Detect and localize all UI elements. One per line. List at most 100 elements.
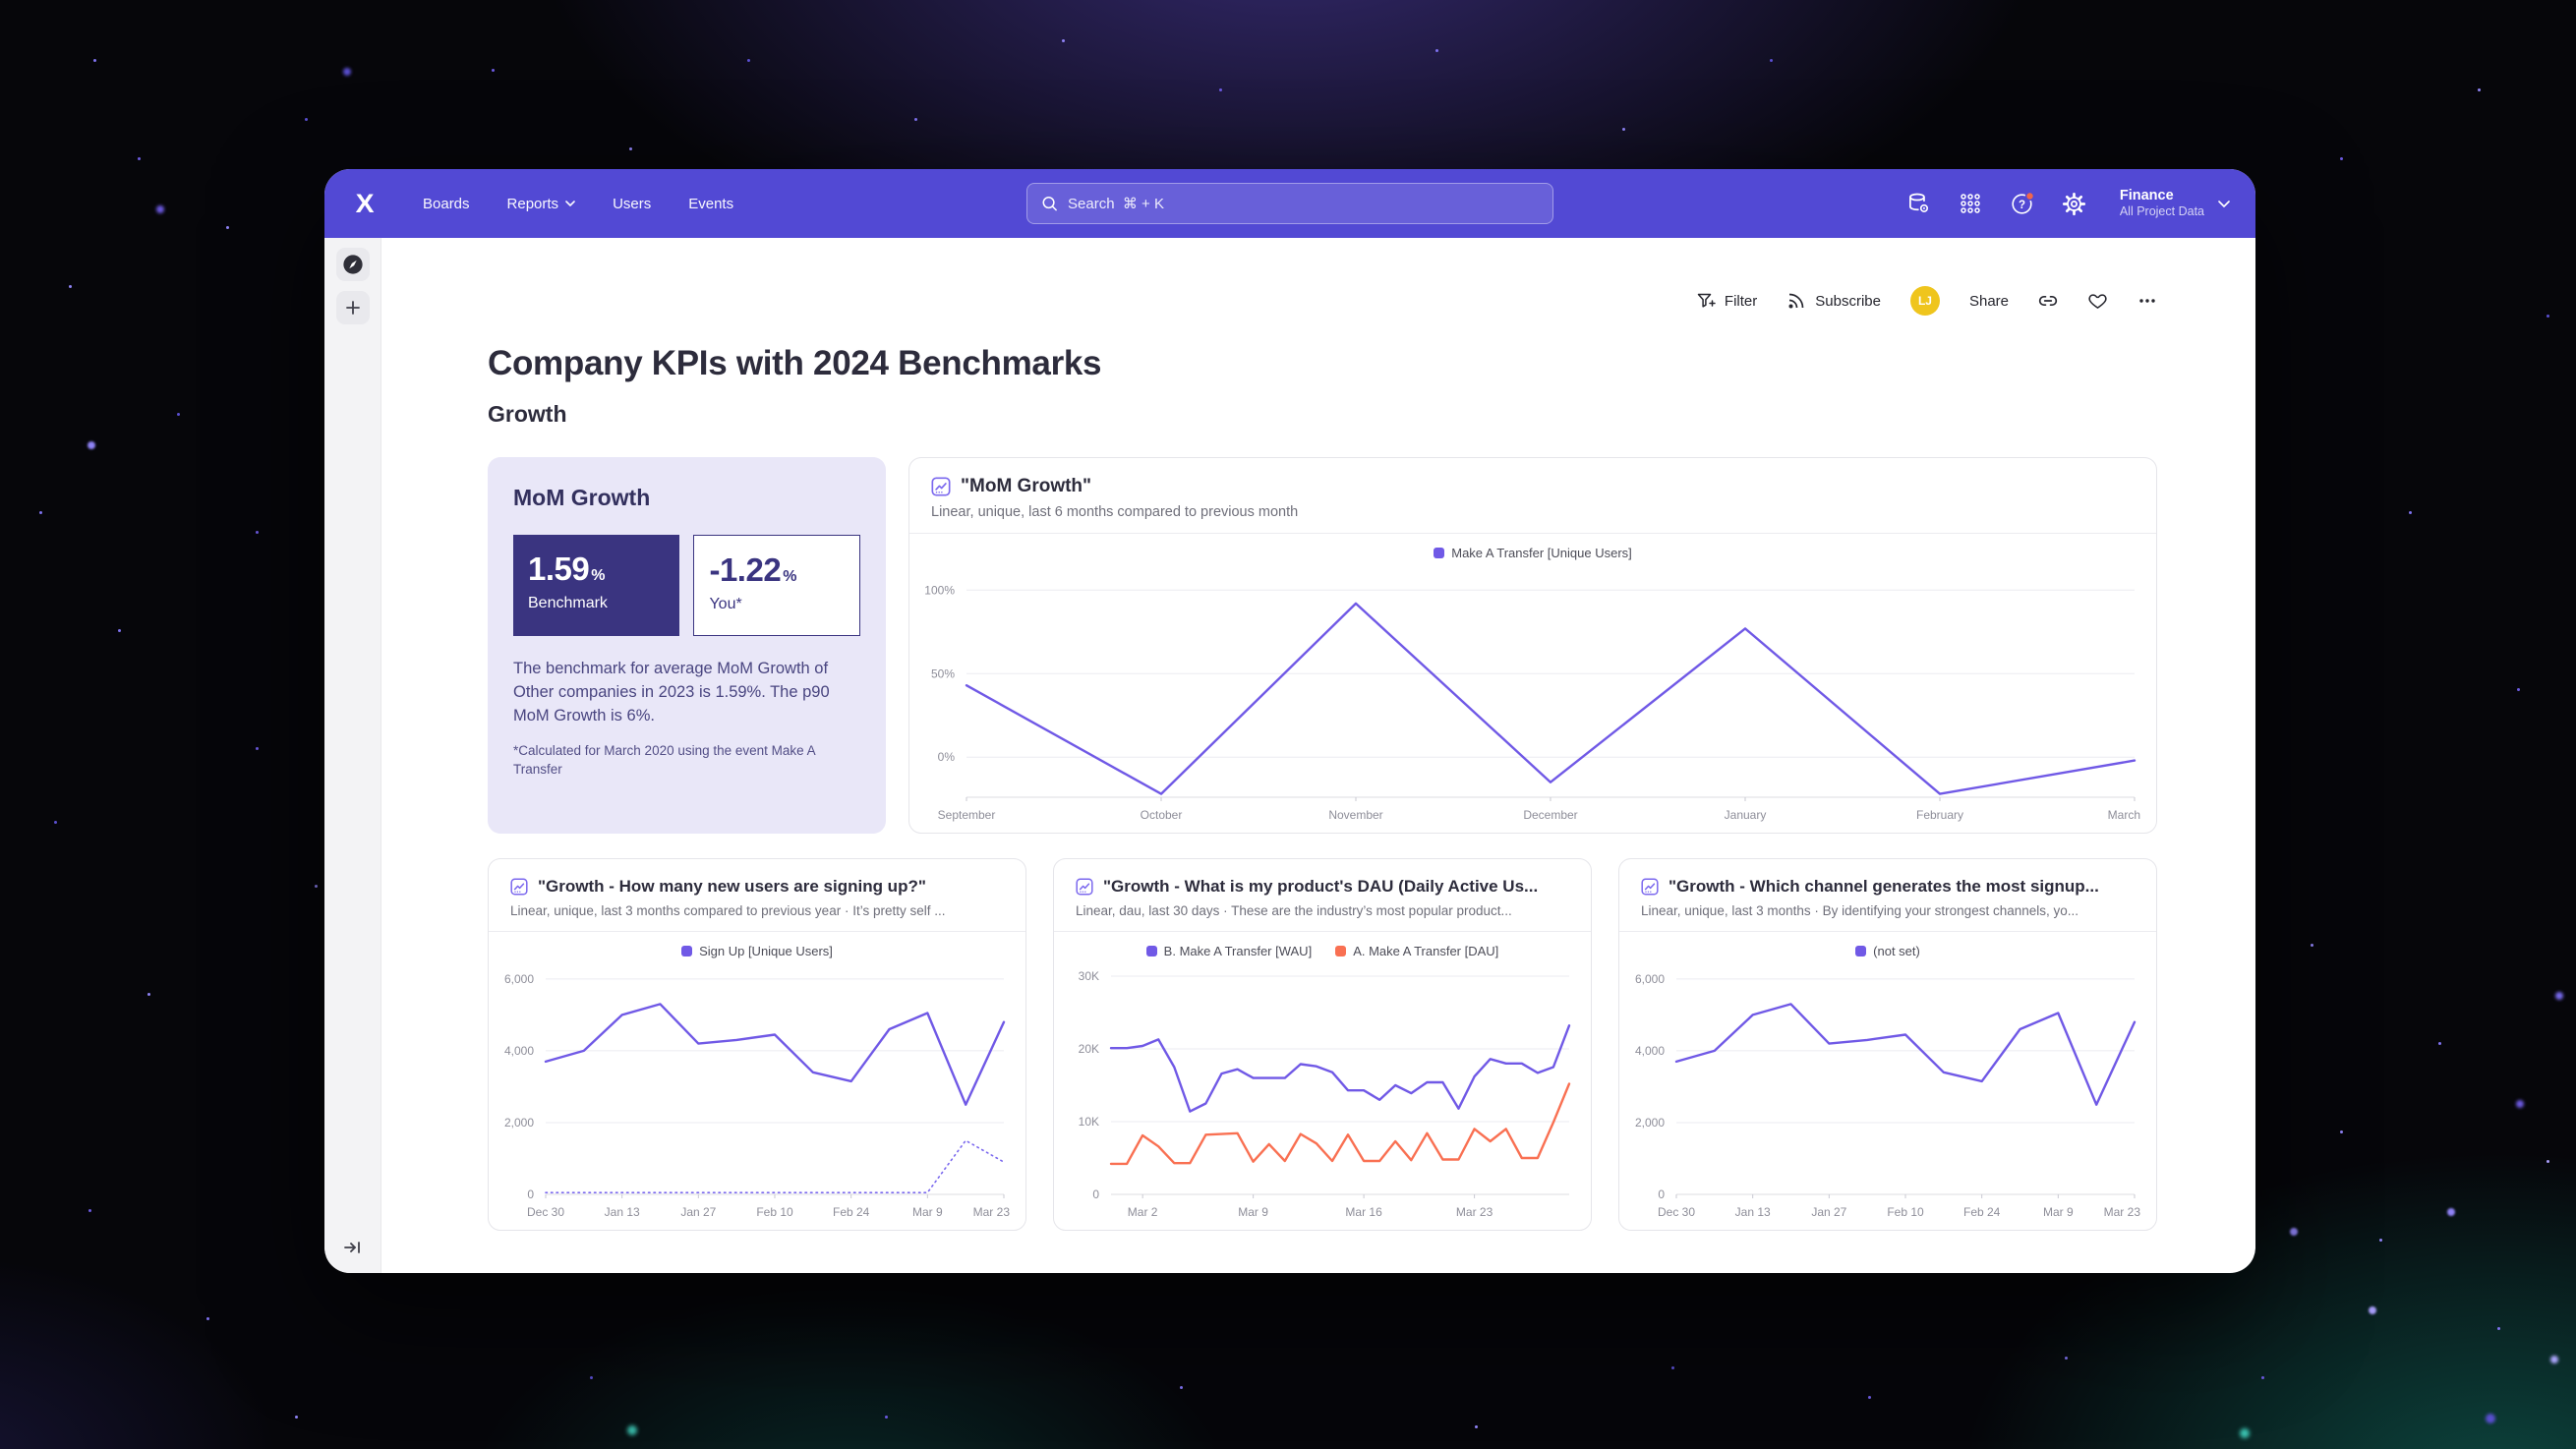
svg-text:September: September [938, 808, 996, 822]
legend-swatch [1335, 945, 1347, 956]
top-navbar: X Boards Reports Users Events [324, 169, 2255, 238]
svg-text:10K: 10K [1079, 1115, 1099, 1129]
legend-label: B. Make A Transfer [WAU] [1163, 943, 1313, 958]
chart-subtitle: Linear, unique, last 3 months compared t… [510, 903, 946, 918]
nav-item-users[interactable]: Users [613, 195, 652, 212]
line-chart-icon [1076, 878, 1093, 896]
board-row-1: MoM Growth 1.59 % Benchmark -1.22 [488, 457, 2157, 834]
chart-legend: B. Make A Transfer [WAU] A. Make A Transf… [1054, 936, 1591, 965]
chart-plot: 0 10K 20K 30K Mar 2 Mar 9 Mar 16 Mar 23 [1079, 969, 1571, 1219]
mixpanel-logo[interactable]: X [356, 188, 375, 218]
chart-legend: (not set) [1619, 936, 2156, 965]
svg-text:Mar 2: Mar 2 [1128, 1205, 1158, 1219]
search-icon [1042, 196, 1057, 211]
legend-swatch [681, 945, 693, 956]
compass-icon [342, 255, 363, 274]
database-gear-icon [1908, 193, 1928, 212]
benchmark-label: Benchmark [528, 595, 608, 611]
add-board-button[interactable] [335, 291, 370, 324]
benchmark-value-box: 1.59 % Benchmark [513, 535, 680, 636]
legend-item[interactable]: Sign Up [Unique Users] [681, 944, 833, 958]
search-input[interactable] [1068, 195, 1539, 212]
line-chart-icon [931, 477, 951, 496]
svg-text:February: February [1916, 808, 1963, 822]
svg-text:Jan 13: Jan 13 [605, 1205, 640, 1219]
chart-card-signup-channels[interactable]: "Growth - Which channel generates the mo… [1618, 858, 2157, 1231]
board-title: Company KPIs with 2024 Benchmarks [488, 344, 1102, 382]
more-button[interactable] [2137, 291, 2157, 311]
settings-button[interactable] [2062, 191, 2087, 216]
boards-home-button[interactable] [335, 248, 370, 281]
chart-subtitle: Linear, unique, last 3 months · By ident… [1641, 903, 2078, 918]
svg-text:2,000: 2,000 [1635, 1116, 1665, 1130]
legend-swatch [1855, 945, 1867, 956]
primary-nav: Boards Reports Users Events [423, 196, 733, 212]
legend-item[interactable]: Make A Transfer [Unique Users] [1434, 546, 1632, 560]
chart-legend: Sign Up [Unique Users] [489, 936, 1025, 965]
chart-card-dau-wau[interactable]: "Growth - What is my product's DAU (Dail… [1053, 858, 1592, 1231]
svg-text:December: December [1523, 808, 1577, 822]
legend-label: Make A Transfer [Unique Users] [1451, 545, 1632, 560]
data-management-button[interactable] [1905, 191, 1931, 216]
svg-text:March: March [2108, 808, 2140, 822]
nav-item-boards[interactable]: Boards [423, 195, 470, 212]
svg-text:4,000: 4,000 [504, 1044, 534, 1058]
svg-text:Feb 24: Feb 24 [833, 1205, 870, 1219]
apps-grid-button[interactable] [1958, 191, 1983, 216]
svg-text:2,000: 2,000 [504, 1116, 534, 1130]
svg-text:6,000: 6,000 [1635, 972, 1665, 986]
board-main: Filter Subscribe LJ Share [381, 238, 2255, 1273]
search-bar[interactable] [1026, 183, 1553, 224]
rss-icon [1788, 293, 1804, 309]
line-chart-icon [1641, 878, 1659, 896]
benchmark-footnote: *Calculated for March 2020 using the eve… [513, 742, 815, 777]
legend-item[interactable]: A. Make A Transfer [DAU] [1335, 944, 1498, 958]
expand-sidebar-button[interactable] [339, 1234, 367, 1261]
chevron-down-icon [2218, 200, 2230, 207]
svg-text:Dec 30: Dec 30 [1658, 1205, 1695, 1219]
svg-text:Jan 13: Jan 13 [1735, 1205, 1771, 1219]
chart-plot: 0 2,000 4,000 6,000 Dec 30 Jan 13 Jan 27 Feb 10… [504, 972, 1010, 1219]
legend-item[interactable]: (not set) [1855, 944, 1920, 958]
you-value-box: -1.22 % You* [693, 535, 860, 636]
chart-card-new-signups[interactable]: "Growth - How many new users are signing… [488, 858, 1026, 1231]
benchmark-value: 1.59 [528, 551, 590, 587]
nav-item-reports[interactable]: Reports [507, 196, 576, 212]
legend-item[interactable]: B. Make A Transfer [WAU] [1145, 943, 1313, 958]
legend-swatch [1434, 547, 1445, 558]
chart-title: "Growth - How many new users are signing… [538, 877, 926, 896]
svg-text:Feb 24: Feb 24 [1963, 1205, 2001, 1219]
user-avatar[interactable]: LJ [1909, 286, 1940, 316]
chart-title: "Growth - What is my product's DAU (Dail… [1103, 877, 1539, 896]
section-heading: Growth [488, 401, 567, 427]
filter-button[interactable]: Filter [1696, 291, 1757, 311]
subscribe-button[interactable]: Subscribe [1786, 291, 1881, 311]
share-button[interactable]: Share [1968, 292, 2009, 310]
chart-legend: Make A Transfer [Unique Users] [909, 538, 2156, 567]
you-label: You* [709, 596, 742, 612]
gear-icon [2063, 192, 2086, 215]
background-particles-glow [0, 0, 6, 6]
svg-text:Jan 27: Jan 27 [1811, 1205, 1846, 1219]
svg-text:Dec 30: Dec 30 [527, 1205, 564, 1219]
svg-text:?: ? [2019, 200, 2025, 211]
help-button[interactable]: ? [2010, 191, 2035, 216]
chevron-down-icon [565, 201, 575, 206]
chart-card-mom-growth[interactable]: "MoM Growth" Linear, unique, last 6 mont… [908, 457, 2157, 834]
link-icon [2038, 296, 2058, 306]
svg-text:0: 0 [1092, 1188, 1099, 1201]
copy-link-button[interactable] [2038, 291, 2058, 311]
svg-text:100%: 100% [924, 583, 955, 597]
chart-title: "Growth - Which channel generates the mo… [1669, 877, 2099, 896]
svg-text:Jan 27: Jan 27 [680, 1205, 716, 1219]
app-body: Filter Subscribe LJ Share [324, 238, 2255, 1273]
plus-icon [345, 301, 360, 315]
benchmark-text-card[interactable]: MoM Growth 1.59 % Benchmark -1.22 [488, 457, 886, 834]
you-value: -1.22 [709, 551, 782, 588]
project-switcher[interactable]: Finance All Project Data [2120, 187, 2230, 220]
help-icon: ? [2012, 191, 2035, 214]
nav-item-events[interactable]: Events [688, 195, 734, 212]
favorite-button[interactable] [2087, 291, 2108, 311]
navbar-right: ? Finance [1905, 187, 2230, 220]
heart-icon [2088, 294, 2107, 309]
